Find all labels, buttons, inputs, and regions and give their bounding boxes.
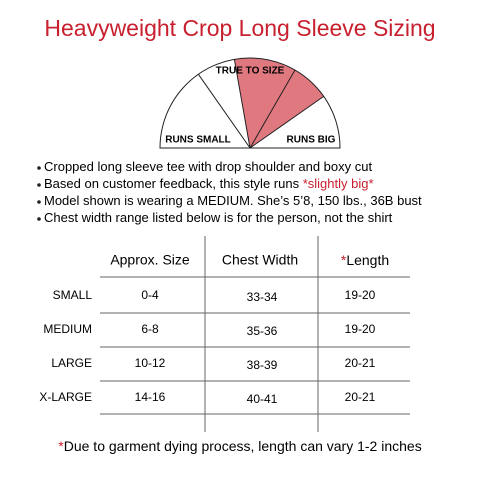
table-header: *Length xyxy=(341,252,389,268)
footnote-text: Due to garment dying process, length can… xyxy=(64,438,422,454)
gauge-divider xyxy=(249,95,324,149)
bullet-text: *slightly big* xyxy=(303,176,374,191)
gauge-divider xyxy=(197,74,251,149)
table-cell: 14-16 xyxy=(135,390,166,404)
table-rules xyxy=(100,236,410,432)
row-label: X-LARGE xyxy=(39,390,92,404)
bullet-text: Chest width range listed below is for th… xyxy=(44,210,393,225)
row-label: LARGE xyxy=(51,356,92,370)
gauge-label: RUNS SMALL xyxy=(165,135,231,146)
table-cell: 20-21 xyxy=(345,390,376,404)
table-cell: 10-12 xyxy=(135,356,166,370)
gauge-divider xyxy=(233,59,251,149)
table-body: SMALL 0-4 33-34 19-20 MEDIUM 6-8 35-36 19-20 LAR… xyxy=(39,288,375,406)
bullet-dot xyxy=(37,183,41,187)
header-text: Length xyxy=(346,252,389,268)
footnote: *Due to garment dying process, length ca… xyxy=(58,438,421,454)
asterisk: * xyxy=(58,438,64,454)
table-cell: 20-21 xyxy=(345,356,376,370)
gauge-outline xyxy=(159,57,341,149)
gauge-divider xyxy=(249,69,296,149)
table-cell: 38-39 xyxy=(247,358,278,372)
gauge-label: RUNS BIG xyxy=(287,135,336,146)
table-header: Chest Width xyxy=(222,252,298,268)
table-cell: 6-8 xyxy=(141,322,159,336)
table-cell: 35-36 xyxy=(247,324,278,338)
bullet-item: Based on customer feedback, this style r… xyxy=(44,176,374,191)
bullet-dot xyxy=(37,166,41,170)
bullet-item: Cropped long sleeve tee with drop should… xyxy=(44,159,372,174)
bullet-dot xyxy=(37,217,41,221)
bullet-dot xyxy=(37,200,41,204)
table-cell: 40-41 xyxy=(247,392,278,406)
bullet-list: Cropped long sleeve tee with drop should… xyxy=(37,159,422,225)
bullet-text: Based on customer feedback, this style r… xyxy=(44,176,303,191)
row-label: MEDIUM xyxy=(43,322,92,336)
table-cell: 33-34 xyxy=(247,290,278,304)
table-cell: 19-20 xyxy=(345,322,376,336)
asterisk: * xyxy=(341,252,347,268)
bullet-text: Model shown is wearing a MEDIUM. She’s 5… xyxy=(44,193,422,208)
gauge-highlight xyxy=(234,58,324,148)
gauge-label: TRUE TO SIZE xyxy=(216,66,285,77)
gauge xyxy=(159,57,341,149)
table-header: Approx. Size xyxy=(110,252,190,268)
title: Heavyweight Crop Long Sleeve Sizing xyxy=(44,15,435,41)
table-cell: 19-20 xyxy=(345,288,376,302)
table-cell: 0-4 xyxy=(141,288,159,302)
bullet-text: Cropped long sleeve tee with drop should… xyxy=(44,159,372,174)
bullet-item: Model shown is wearing a MEDIUM. She’s 5… xyxy=(44,193,422,208)
row-label: SMALL xyxy=(53,288,93,302)
bullet-item: Chest width range listed below is for th… xyxy=(44,210,393,225)
